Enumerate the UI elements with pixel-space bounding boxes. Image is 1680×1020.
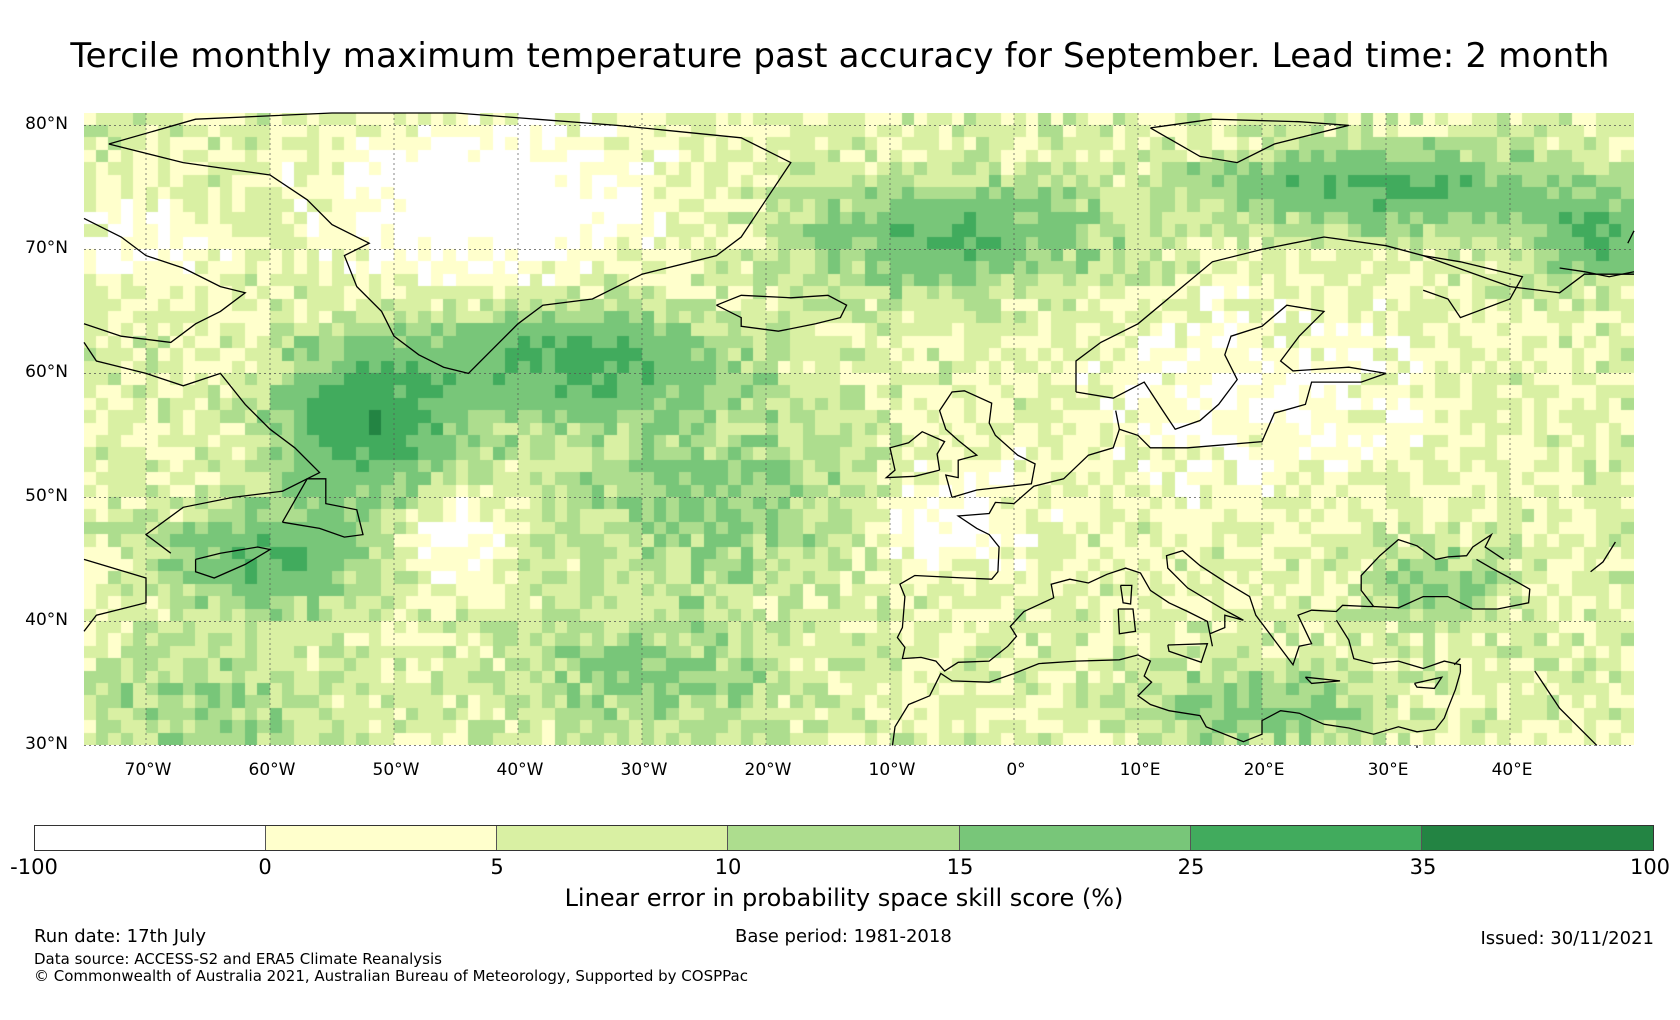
coastline-caspian-edge [1590,541,1616,573]
map-overlay [83,112,1635,748]
lon-label-20w: 20°W [744,760,792,780]
gridlines [84,113,1634,746]
coastline-kola-white-sea [1422,254,1524,319]
lon-label-10w: 10°W [868,760,916,780]
colorbar-tick: 10 [714,855,742,879]
coastline-africa-north [891,654,1462,746]
coastline-levant [1453,658,1461,666]
lon-label-60w: 60°W [248,760,296,780]
lon-label-50w: 50°W [372,760,420,780]
colorbar-tick: 25 [1177,855,1205,879]
coastline-baltic [1075,304,1387,449]
coastlines [83,112,1635,748]
coastline-russia-arctic [1559,267,1635,278]
coastline-cyprus [1413,676,1444,690]
colorbar-bin [1421,826,1653,850]
coastline-corsica [1119,584,1133,605]
data-source: Data source: ACCESS-S2 and ERA5 Climate … [34,950,442,968]
colorbar-tick: 100 [1629,855,1671,879]
colorbar-bin [1190,826,1422,850]
lon-label-30w: 30°W [620,760,668,780]
coastline-us-coast [83,558,147,632]
lat-label-80n: 80°N [25,114,68,134]
map-title: Tercile monthly maximum temperature past… [70,36,1610,76]
lat-label-40n: 40°N [25,610,68,630]
coastline-newfoundland [281,478,364,538]
coastline-turkey [1335,619,1462,673]
coastline-britain [938,390,1036,499]
colorbar-tick: -100 [10,855,58,879]
coastline-black-sea-south [1373,558,1531,610]
coastline-iceland [716,294,848,332]
lon-label-20e: 20°E [1243,760,1285,780]
lon-label-70w: 70°W [124,760,172,780]
coastline-ireland [884,430,946,479]
coastline-scandinavia [1075,236,1634,392]
lon-label-30e: 30°E [1367,760,1409,780]
colorbar-bin [497,826,729,850]
colorbar-tick: 35 [1409,855,1437,879]
run-date: Run date: 17th July [34,926,207,947]
coastline-middle-east [1534,670,1598,746]
lat-label-50n: 50°N [25,486,68,506]
coastline-sicily [1167,643,1209,664]
issued-date: Issued: 30/11/2021 [1480,928,1654,949]
colorbar-label: Linear error in probability space skill … [564,884,1124,912]
skill-score-map [83,112,1635,748]
coastline-labrador [83,342,321,554]
colorbar-tick: 0 [258,855,272,879]
coastline-europe-west [896,428,1505,672]
skill-score-raster [84,113,1634,745]
coastline-sardinia [1117,608,1137,635]
colorbar-bin [266,826,498,850]
colorbar-tick: 5 [490,855,504,879]
coastline-svalbard [1150,118,1349,164]
colorbar [34,825,1654,851]
coastline-baffin [83,217,247,344]
lon-label-40w: 40°W [496,760,544,780]
coastline-novascotia [194,546,272,579]
coastline-nova-zemlya [1627,230,1635,244]
lon-label-0: 0° [1006,760,1026,780]
lat-label-30n: 30°N [25,734,68,754]
lon-label-40e: 40°E [1491,760,1533,780]
colorbar-tick: 15 [946,855,974,879]
lat-label-60n: 60°N [25,362,68,382]
lon-label-10e: 10°E [1119,760,1161,780]
colorbar-bin [959,826,1191,850]
coastline-greenland [108,112,792,375]
copyright: © Commonwealth of Australia 2021, Austra… [34,967,748,985]
coastline-crete [1304,676,1341,685]
colorbar-bin [728,826,960,850]
lat-label-70n: 70°N [25,238,68,258]
base-period: Base period: 1981-2018 [735,926,952,947]
colorbar-bin [35,826,267,850]
